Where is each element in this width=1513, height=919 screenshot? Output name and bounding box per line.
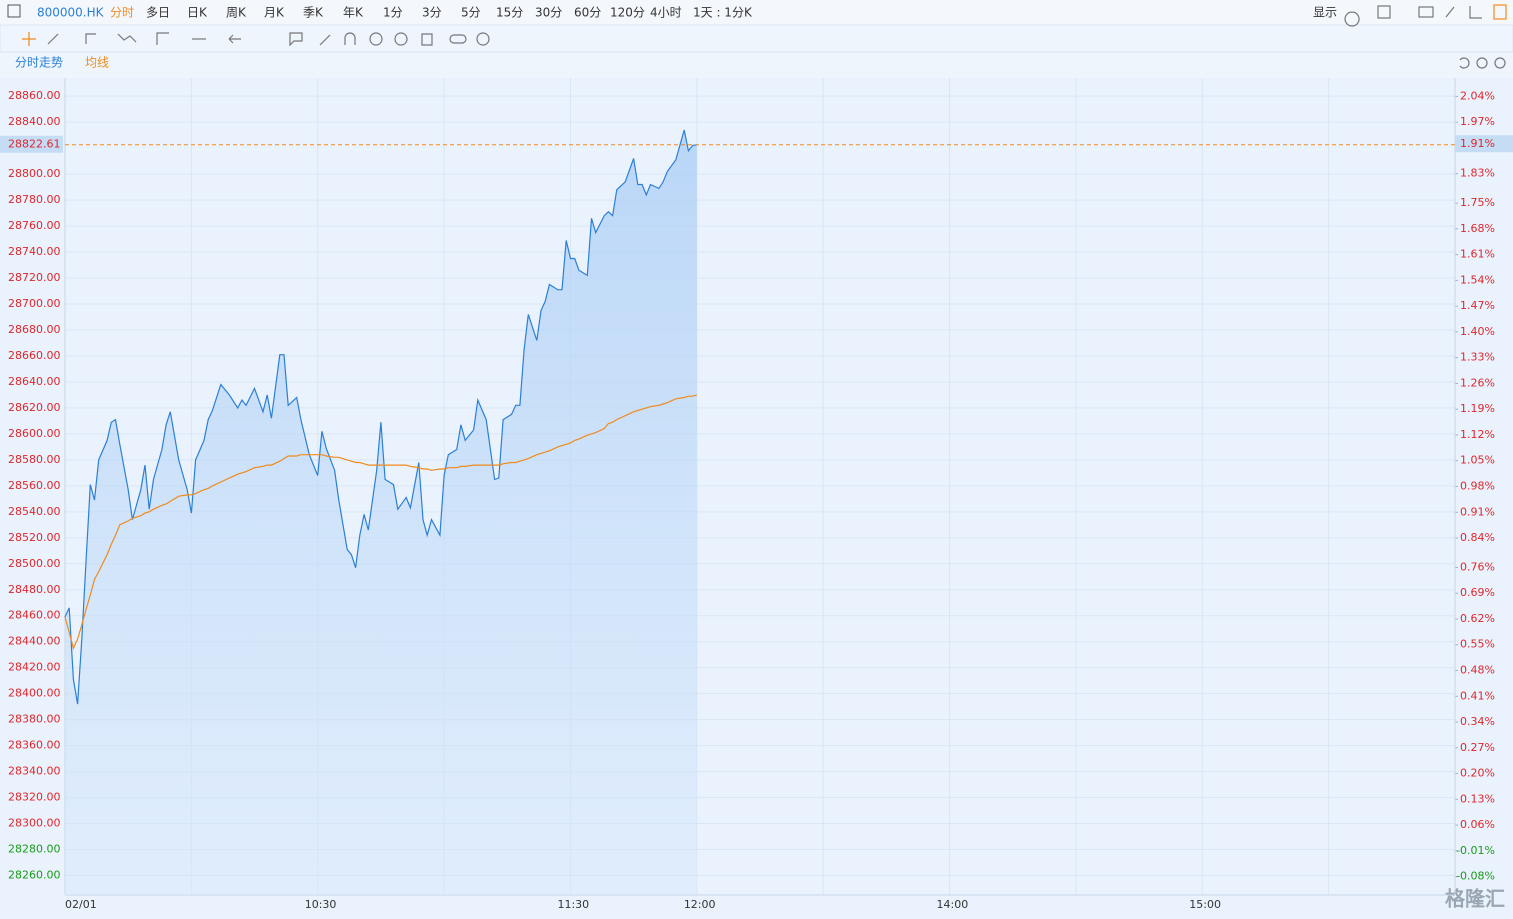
y-tick-label: 28640.00 bbox=[8, 375, 61, 388]
y2-tick-label: 0.55% bbox=[1460, 638, 1495, 651]
y-tick-label: 28380.00 bbox=[8, 713, 61, 726]
y2-tick-label: 0.48% bbox=[1460, 664, 1495, 677]
y-tick-label: 28540.00 bbox=[8, 505, 61, 518]
y2-tick-label: 0.41% bbox=[1460, 689, 1495, 702]
display-menu[interactable]: 显示 bbox=[1313, 6, 1337, 20]
y-tick-label: 28700.00 bbox=[8, 297, 61, 310]
y-tick-label: 28280.00 bbox=[8, 843, 61, 856]
y-tick-label: 28800.00 bbox=[8, 167, 61, 180]
y-tick-label: 28300.00 bbox=[8, 817, 61, 830]
y2-tick-label: -0.01% bbox=[1456, 844, 1495, 857]
tools-bg bbox=[0, 24, 1513, 53]
y2-tick-label: 1.26% bbox=[1460, 376, 1495, 389]
y2-tick-label: 0.69% bbox=[1460, 586, 1495, 599]
period-tab[interactable]: 周K bbox=[226, 6, 247, 20]
y-tick-label: 28840.00 bbox=[8, 115, 61, 128]
period-tab[interactable]: 日K bbox=[187, 6, 208, 20]
y2-tick-label: 0.76% bbox=[1460, 560, 1495, 573]
last-price-box bbox=[0, 135, 63, 153]
y2-tick-label: 0.13% bbox=[1460, 792, 1495, 805]
y-tick-label: 28360.00 bbox=[8, 739, 61, 752]
y2-tick-label: 1.19% bbox=[1460, 402, 1495, 415]
y-tick-label: 28680.00 bbox=[8, 323, 61, 336]
period-tab[interactable]: 月K bbox=[264, 6, 285, 20]
y-tick-label: 28620.00 bbox=[8, 401, 61, 414]
y2-tick-label: 1.12% bbox=[1460, 428, 1495, 441]
legend-entry: 均线 bbox=[85, 56, 109, 70]
y2-tick-label: 1.47% bbox=[1460, 299, 1495, 312]
x-tick-label: 15:00 bbox=[1189, 898, 1221, 911]
y-tick-label: 28660.00 bbox=[8, 349, 61, 362]
series-line bbox=[64, 129, 697, 705]
y-tick-label: 28860.00 bbox=[8, 89, 61, 102]
y2-tick-label: 0.84% bbox=[1460, 531, 1495, 544]
y2-tick-label: 0.91% bbox=[1460, 505, 1495, 518]
period-tab[interactable]: 30分 bbox=[535, 6, 562, 20]
y-tick-label: 28580.00 bbox=[8, 453, 61, 466]
y2-tick-label: 1.83% bbox=[1460, 167, 1495, 180]
y2-tick-label: -0.08% bbox=[1456, 870, 1495, 883]
y-tick-label: 28480.00 bbox=[8, 583, 61, 596]
y2-tick-label: 0.34% bbox=[1460, 715, 1495, 728]
y-tick-label: 28720.00 bbox=[8, 271, 61, 284]
y2-tick-label: 1.97% bbox=[1460, 115, 1495, 128]
last-price-label: 28822.61 bbox=[8, 138, 61, 151]
tool-icons bbox=[22, 4, 1507, 69]
x-tick-label: 14:00 bbox=[937, 898, 969, 911]
x-tick-label: 10:30 bbox=[305, 898, 337, 911]
period-tab[interactable]: 多日 bbox=[146, 6, 170, 20]
period-tab[interactable]: 60分 bbox=[574, 6, 601, 20]
period-tab[interactable]: 3分 bbox=[422, 6, 442, 20]
y2-tick-label: 1.68% bbox=[1460, 222, 1495, 235]
y-tick-label: 28560.00 bbox=[8, 479, 61, 492]
period-tab[interactable]: 年K bbox=[343, 6, 364, 20]
period-tab[interactable]: 120分 bbox=[610, 6, 645, 20]
y2-tick-label: 0.62% bbox=[1460, 612, 1495, 625]
y2-tick-label: 1.61% bbox=[1460, 248, 1495, 261]
series-line bbox=[64, 394, 697, 650]
period-tab[interactable]: 5分 bbox=[461, 6, 481, 20]
y-tick-label: 28600.00 bbox=[8, 427, 61, 440]
y-tick-label: 28400.00 bbox=[8, 687, 61, 700]
y-tick-label: 28760.00 bbox=[8, 219, 61, 232]
y2-tick-label: 0.27% bbox=[1460, 741, 1495, 754]
y2-tick-label: 1.40% bbox=[1460, 325, 1495, 338]
y2-tick-label: 1.54% bbox=[1460, 273, 1495, 286]
y-tick-label: 28320.00 bbox=[8, 791, 61, 804]
y2-tick-label: 0.20% bbox=[1460, 767, 1495, 780]
y-tick-label: 28440.00 bbox=[8, 635, 61, 648]
x-tick-label: 12:00 bbox=[684, 898, 716, 911]
period-tab[interactable]: 1天 : 1分K bbox=[693, 6, 753, 20]
y-tick-label: 28460.00 bbox=[8, 609, 61, 622]
y-tick-label: 28520.00 bbox=[8, 531, 61, 544]
y2-tick-label: 0.98% bbox=[1460, 480, 1495, 493]
symbol[interactable]: 800000.HK bbox=[37, 6, 105, 20]
x-tick-label: 11:30 bbox=[557, 898, 589, 911]
y2-tick-label: 1.75% bbox=[1460, 196, 1495, 209]
y-tick-label: 28500.00 bbox=[8, 557, 61, 570]
last-pct-label: 1.91% bbox=[1460, 137, 1495, 150]
y2-tick-label: 1.33% bbox=[1460, 351, 1495, 364]
period-tab[interactable]: 1分 bbox=[383, 6, 403, 20]
y-tick-label: 28260.00 bbox=[8, 869, 61, 882]
y2-tick-label: 2.04% bbox=[1460, 89, 1495, 102]
period-tab[interactable]: 4小时 bbox=[650, 6, 682, 20]
y-tick-label: 28780.00 bbox=[8, 193, 61, 206]
toolbar-bg bbox=[0, 0, 1513, 25]
y2-tick-label: 0.06% bbox=[1460, 818, 1495, 831]
period-tab[interactable]: 15分 bbox=[496, 6, 523, 20]
last-pct-box bbox=[1455, 135, 1513, 153]
x-tick-label: 02/01 bbox=[65, 898, 97, 911]
y-tick-label: 28420.00 bbox=[8, 661, 61, 674]
y2-tick-label: 1.05% bbox=[1460, 454, 1495, 467]
period-tab[interactable]: 分时 bbox=[110, 6, 134, 20]
y-tick-label: 28340.00 bbox=[8, 765, 61, 778]
area-fill bbox=[65, 130, 697, 895]
legend-entry: 分时走势 bbox=[15, 56, 63, 70]
checkbox[interactable] bbox=[7, 4, 21, 18]
y-tick-label: 28740.00 bbox=[8, 245, 61, 258]
period-tab[interactable]: 季K bbox=[303, 6, 324, 20]
watermark: 格隆汇 bbox=[1445, 887, 1505, 911]
